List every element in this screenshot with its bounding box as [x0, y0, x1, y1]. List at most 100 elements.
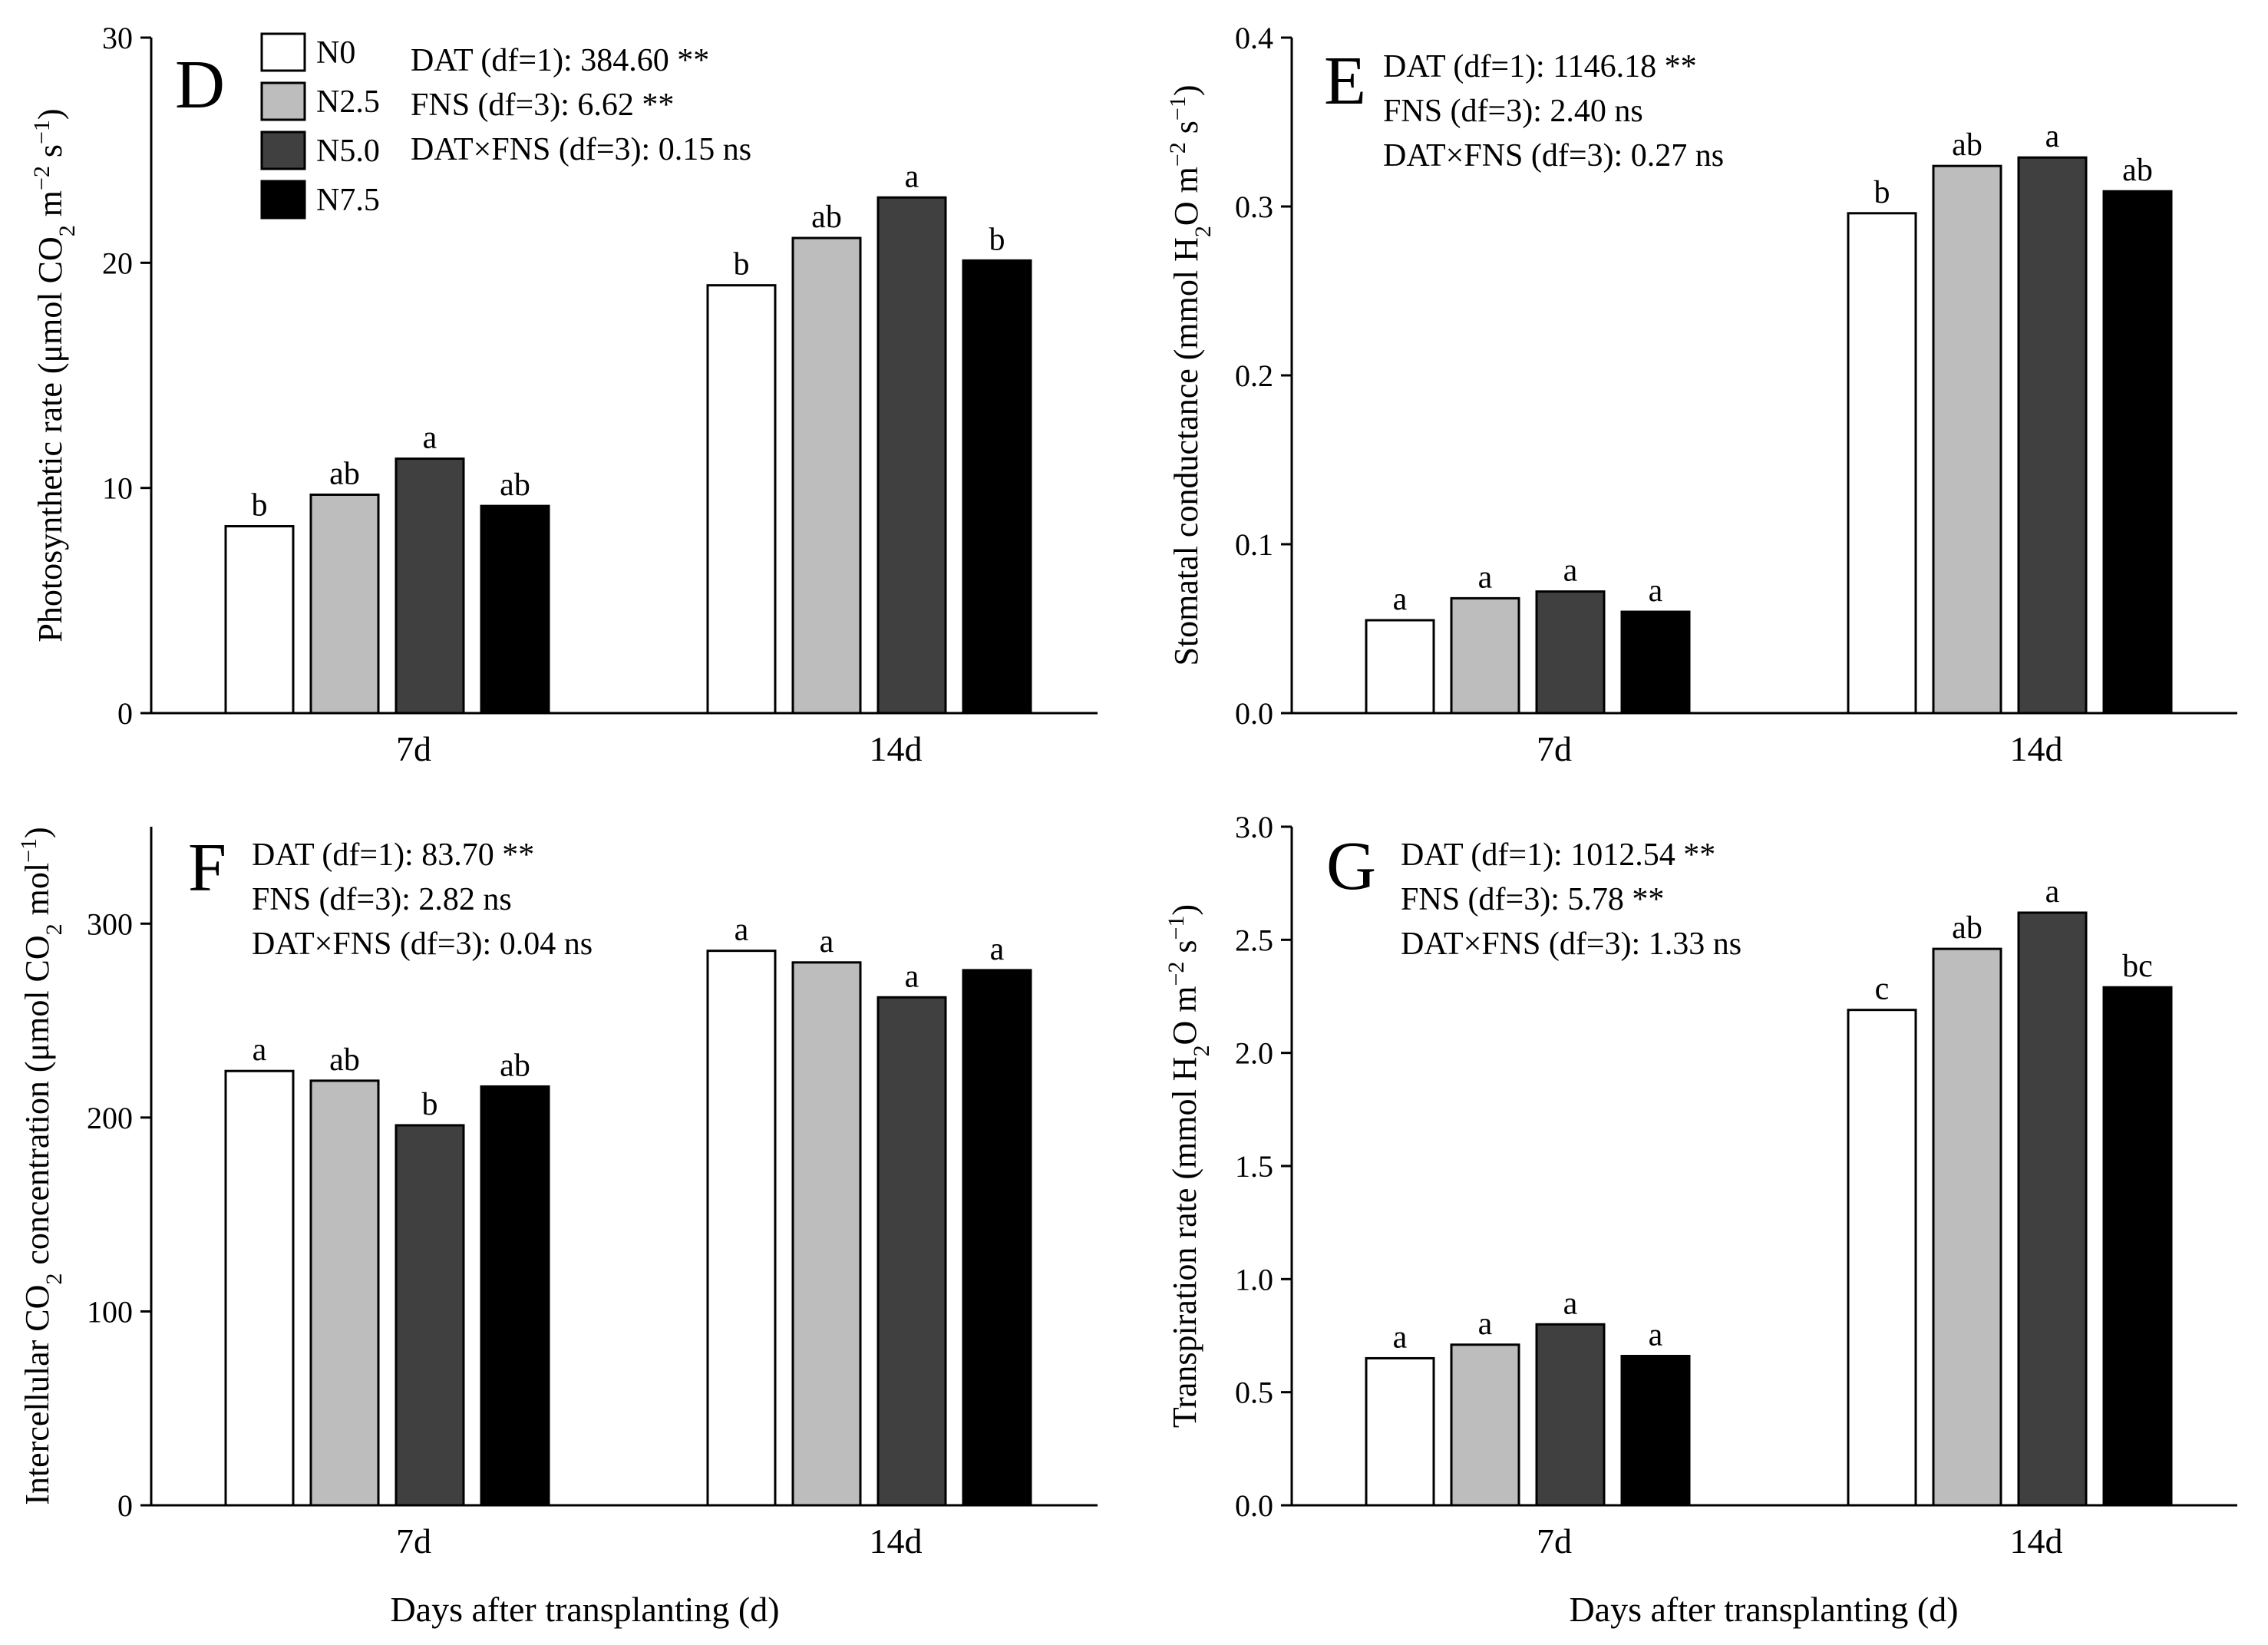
significance-letter: a: [423, 421, 437, 456]
bar: [1847, 1009, 1917, 1507]
significance-letter: a: [253, 1032, 267, 1068]
y-tick-label: 0.5: [1235, 1376, 1273, 1410]
legend-swatch: [260, 32, 306, 72]
anova-stat: DAT (df=1): 1012.54 **: [1401, 837, 1715, 873]
significance-letter: a: [2045, 119, 2060, 154]
anova-stat: DAT×FNS (df=3): 0.27 ns: [1383, 138, 1724, 173]
x-category-label: 7d: [1537, 1521, 1572, 1561]
x-category-label: 7d: [396, 729, 431, 768]
bar: [1365, 619, 1435, 715]
bar: [480, 1085, 550, 1507]
significance-letter: bc: [2122, 949, 2153, 984]
x-category-label: 14d: [2010, 1521, 2063, 1561]
y-tick-label: 300: [87, 907, 133, 941]
y-tick-label: 2.0: [1235, 1036, 1273, 1071]
significance-letter: ab: [500, 467, 530, 503]
panel-letter: D: [175, 47, 225, 123]
legend-label: N7.5: [316, 183, 380, 218]
y-tick-label: 30: [102, 21, 133, 55]
legend: N0 N2.5 N5.0 N7.5: [260, 32, 380, 220]
bar: [791, 236, 862, 715]
significance-letter: a: [905, 159, 919, 194]
legend-label: N0: [316, 35, 355, 71]
panel-g: 0.0 0.5 1.0 1.5 2.0 2.5 3.0 7d 14d a c a ab a a a bc G DAT…: [1164, 810, 2237, 1561]
significance-letter: a: [735, 913, 749, 948]
anova-stat: DAT (df=1): 83.70 **: [252, 837, 534, 873]
y-tick-label: 0.2: [1235, 358, 1273, 393]
y-tick-label: 1.0: [1235, 1262, 1273, 1297]
significance-letter: ab: [811, 200, 842, 235]
bar: [876, 196, 947, 715]
bar: [1450, 1343, 1520, 1507]
y-tick-label: 0: [117, 696, 133, 731]
bar: [309, 493, 380, 715]
bar: [1620, 1355, 1691, 1507]
bar: [2102, 190, 2173, 715]
y-axis-title: Stomatal conductance (mmol H2O m−2 s−1): [1165, 84, 1216, 666]
bar: [224, 525, 295, 715]
legend-label: N5.0: [316, 134, 380, 169]
anova-stat: DAT (df=1): 384.60 **: [411, 43, 709, 78]
anova-stat: DAT×FNS (df=3): 0.04 ns: [252, 927, 593, 962]
significance-letter: b: [1874, 175, 1890, 210]
significance-letter: b: [422, 1087, 438, 1122]
legend-swatch: [260, 81, 306, 121]
anova-stat: FNS (df=3): 2.82 ns: [252, 882, 512, 917]
y-tick-label: 0.0: [1235, 1488, 1273, 1523]
significance-letter: a: [1393, 582, 1408, 617]
x-category-label: 7d: [396, 1521, 431, 1561]
x-axis-title-left: Days after transplanting (d): [390, 1590, 779, 1629]
y-tick-label: 10: [102, 471, 133, 506]
bar: [395, 1124, 465, 1507]
bar: [309, 1079, 380, 1507]
significance-letter: a: [2045, 874, 2060, 910]
anova-stat: FNS (df=3): 6.62 **: [411, 88, 674, 123]
anova-stat: FNS (df=3): 2.40 ns: [1383, 94, 1643, 129]
panel-letter: F: [188, 830, 226, 906]
bar: [480, 504, 550, 715]
significance-letter: ab: [500, 1048, 530, 1083]
bar: [962, 969, 1032, 1507]
y-tick-label: 0.0: [1235, 696, 1273, 731]
bar: [1932, 947, 2002, 1507]
panel-letter: G: [1326, 828, 1376, 904]
bar: [791, 961, 862, 1507]
y-tick-label: 1.5: [1235, 1149, 1273, 1184]
bar: [1535, 590, 1606, 715]
significance-letter: b: [734, 247, 750, 282]
bar: [2017, 156, 2088, 715]
significance-letter: ab: [1952, 127, 1982, 163]
bar: [1847, 212, 1917, 715]
anova-stat: FNS (df=3): 5.78 **: [1401, 882, 1664, 917]
y-axis-title: Photosynthetic rate (μmol CO2 m−2 s−1): [29, 108, 80, 642]
significance-letter: a: [1563, 1286, 1578, 1321]
bar: [2017, 911, 2088, 1507]
x-category-label: 14d: [2010, 729, 2063, 768]
significance-letter: c: [1875, 972, 1890, 1007]
y-tick-label: 100: [87, 1294, 133, 1329]
y-tick-label: 0.1: [1235, 527, 1273, 562]
x-category-label: 14d: [870, 729, 923, 768]
bar: [1620, 610, 1691, 715]
significance-letter: a: [820, 924, 834, 960]
significance-letter: a: [1649, 573, 1663, 609]
anova-stat: DAT×FNS (df=3): 0.15 ns: [411, 132, 751, 167]
bar: [1365, 1356, 1435, 1507]
significance-letter: a: [1563, 553, 1578, 589]
bar: [1535, 1323, 1606, 1507]
significance-letter: b: [989, 222, 1005, 257]
significance-letter: a: [1478, 1306, 1493, 1342]
significance-letter: a: [1478, 560, 1493, 595]
y-tick-label: 2.5: [1235, 923, 1273, 957]
y-tick-label: 0.4: [1235, 21, 1273, 55]
bar: [1932, 164, 2002, 715]
bar: [395, 457, 465, 715]
significance-letter: b: [252, 488, 268, 524]
significance-letter: a: [905, 959, 919, 994]
significance-letter: ab: [1952, 910, 1982, 946]
y-tick-label: 20: [102, 246, 133, 280]
x-category-label: 14d: [870, 1521, 923, 1561]
bar: [1450, 596, 1520, 715]
